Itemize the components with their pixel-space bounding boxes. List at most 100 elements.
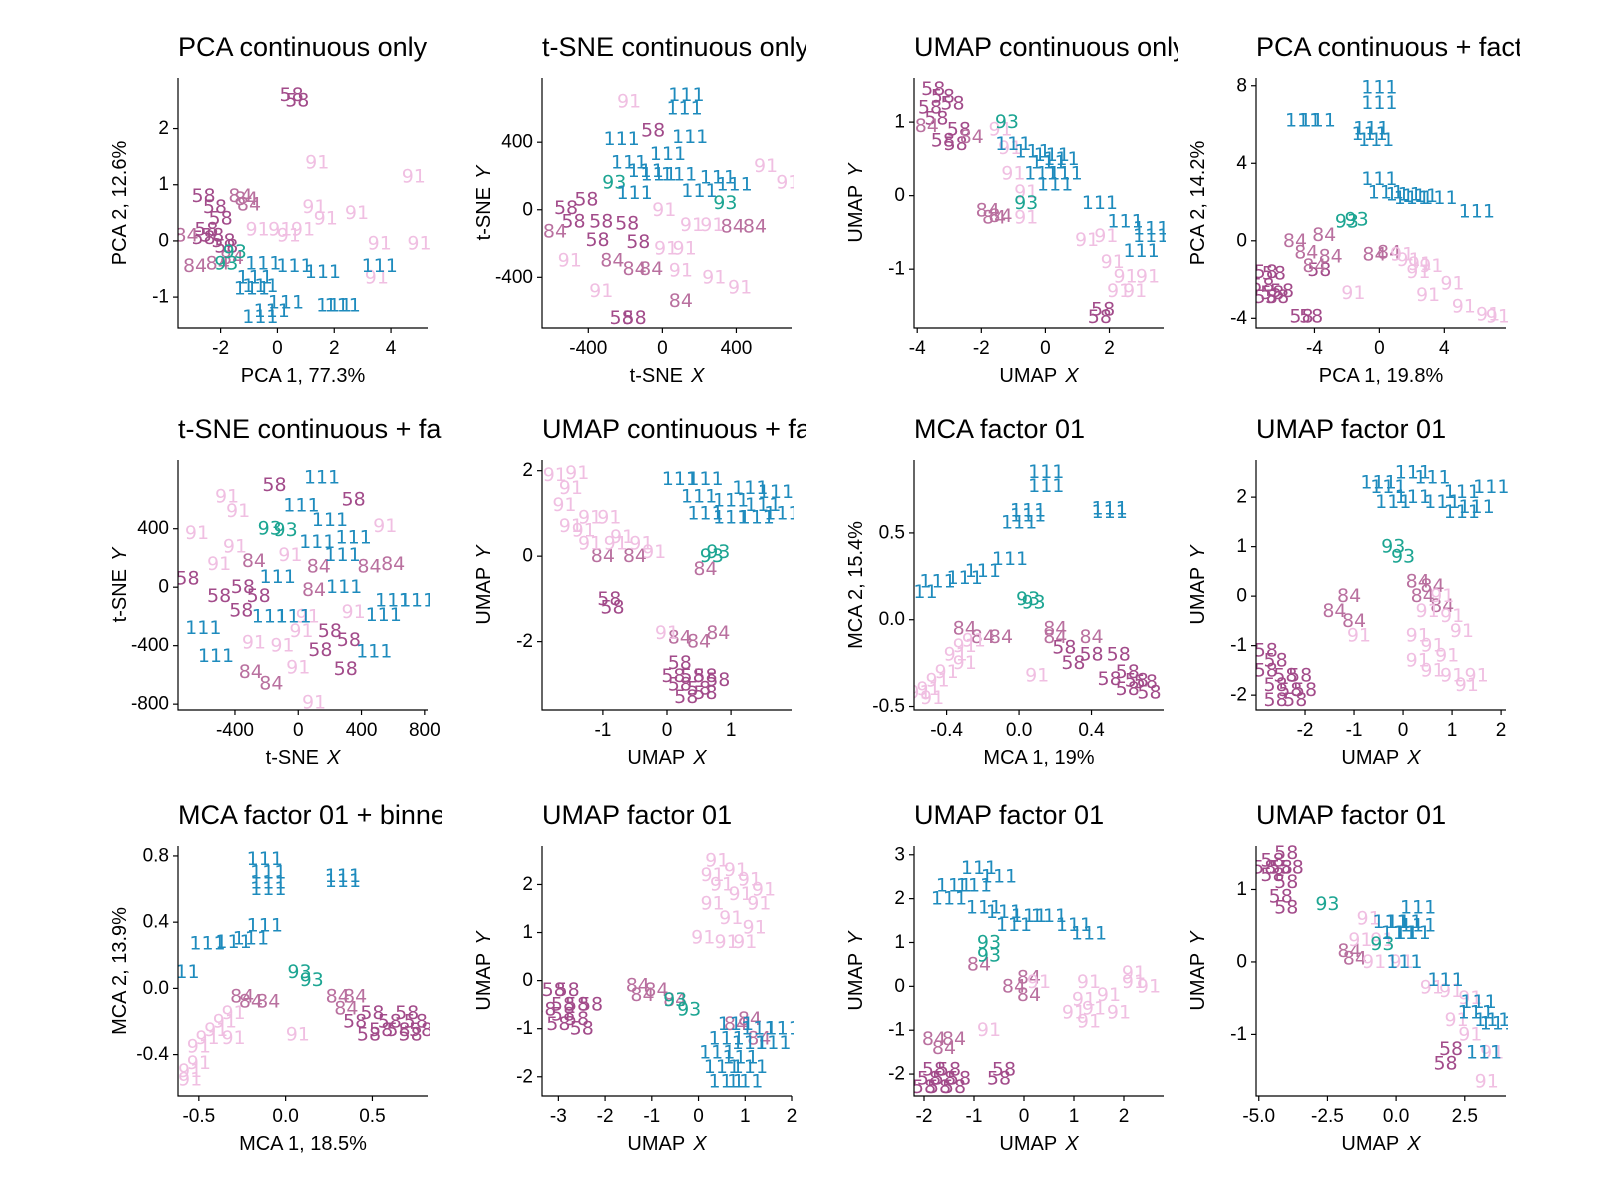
x-tick-label: -1 xyxy=(594,720,611,741)
y-tick-label: 0.0 xyxy=(143,978,169,999)
x-axis-label-text: UMAP xyxy=(1341,1133,1399,1155)
panel-title: UMAP factor 01 xyxy=(542,800,732,830)
x-tick-label: -4 xyxy=(909,338,926,359)
x-tick-label: 0 xyxy=(1398,720,1409,741)
point-label: 93 xyxy=(977,931,1001,953)
point-label: 58 xyxy=(600,596,624,618)
point-label: 111 xyxy=(1037,174,1073,196)
point-label: 84 xyxy=(669,290,693,312)
point-label: 111 xyxy=(1474,1009,1510,1031)
panel-title: UMAP factor 01 xyxy=(1256,800,1446,830)
point-label: 111 xyxy=(163,961,199,983)
y-tick-label: -0.4 xyxy=(136,1044,169,1065)
point-label: 91 xyxy=(977,1019,1001,1041)
x-tick-label: -2 xyxy=(973,338,990,359)
x-axis-label: PCA 1, 19.8% xyxy=(1319,365,1444,387)
point-label: 84 xyxy=(543,221,567,243)
point-label: 58 xyxy=(927,1076,951,1098)
point-label: 91 xyxy=(365,266,389,288)
panel-title: t-SNE continuous + factor 01 xyxy=(178,414,524,444)
point-label: 111 xyxy=(399,589,435,611)
x-tick-label: 2 xyxy=(1496,720,1507,741)
y-axis-label: UMAP Y xyxy=(1187,930,1209,1011)
point-label: 111 xyxy=(1107,210,1143,232)
point-label: 91 xyxy=(215,486,239,508)
point-label: 58 xyxy=(668,673,692,695)
point-label: 84 xyxy=(1337,940,1361,962)
point-label: 111 xyxy=(1285,110,1321,132)
point-label: 58 xyxy=(668,652,692,674)
point-label: 111 xyxy=(1056,914,1092,936)
point-label: 84 xyxy=(600,249,624,271)
point-label: 91 xyxy=(270,635,294,657)
point-label: 58 xyxy=(579,994,603,1016)
panel-title: PCA continuous + factor 01 xyxy=(1256,32,1584,62)
y-tick-label: -400 xyxy=(131,635,169,656)
point-label: 91 xyxy=(558,249,582,271)
point-label: 84 xyxy=(183,255,207,277)
point-label: 84 xyxy=(1337,585,1361,607)
point-label: 84 xyxy=(1377,241,1401,263)
point-label: 91 xyxy=(1476,303,1500,325)
point-label: 58 xyxy=(1273,664,1297,686)
point-label: 91 xyxy=(935,661,959,683)
point-label: 58 xyxy=(921,78,945,100)
point-label: 58 xyxy=(399,1024,423,1046)
x-axis-label: t-SNE X xyxy=(630,365,705,387)
point-label: 91 xyxy=(572,520,596,542)
y-tick-label: -2 xyxy=(516,1066,533,1087)
point-label: 84 xyxy=(1420,575,1444,597)
point-label: 91 xyxy=(1406,649,1430,671)
point-label: 58 xyxy=(175,567,199,589)
point-label: 111 xyxy=(1300,110,1336,132)
point-label: 111 xyxy=(1368,181,1404,203)
point-label: 84 xyxy=(1312,224,1336,246)
y-axis-label-text: UMAP xyxy=(845,185,867,243)
point-label: 58 xyxy=(1116,678,1140,700)
x-tick-label: 2 xyxy=(1104,338,1115,359)
point-label: 58 xyxy=(207,585,231,607)
point-label: 58 xyxy=(194,219,218,241)
point-label: 111 xyxy=(1394,187,1430,209)
point-label: 91 xyxy=(1062,1002,1086,1024)
point-label: 58 xyxy=(1061,652,1085,674)
x-axis-label: UMAP X xyxy=(999,365,1079,387)
point-label: 111 xyxy=(1028,475,1064,497)
x-axis-label-variable: X xyxy=(692,747,707,769)
point-label: 111 xyxy=(283,494,319,516)
point-label: 58 xyxy=(280,84,304,106)
y-tick-label: 0.4 xyxy=(143,912,170,933)
point-label: 91 xyxy=(700,214,724,236)
x-tick-label: 2 xyxy=(1119,1106,1130,1127)
point-label: 111 xyxy=(699,1042,735,1064)
point-label: 58 xyxy=(931,85,955,107)
point-label: 111 xyxy=(1031,905,1067,927)
point-label: 111 xyxy=(1381,922,1417,944)
panel-title: UMAP continuous only xyxy=(914,32,1187,62)
point-label: 91 xyxy=(1439,980,1463,1002)
point-label: 111 xyxy=(260,566,296,588)
y-axis-label: t-SNE Y xyxy=(473,164,495,240)
point-label: 58 xyxy=(992,1059,1016,1081)
y-axis-label-text: MCA 2, 15.4% xyxy=(845,521,867,649)
y-tick-label: 0 xyxy=(522,546,533,567)
point-label: 84 xyxy=(307,556,331,578)
point-label: 111 xyxy=(198,645,234,667)
point-label: 58 xyxy=(1254,640,1278,662)
point-label: 111 xyxy=(1458,496,1494,518)
point-label: 84 xyxy=(220,247,244,269)
point-label: 111 xyxy=(276,255,312,277)
point-label: 91 xyxy=(1440,664,1464,686)
point-label: 58 xyxy=(395,1002,419,1024)
point-label: 84 xyxy=(1043,617,1067,639)
x-axis-label-variable: X xyxy=(326,747,341,769)
point-label: 58 xyxy=(570,1018,594,1040)
point-label: 58 xyxy=(378,1010,402,1032)
point-label: 111 xyxy=(362,255,398,277)
point-label: 91 xyxy=(1072,989,1096,1011)
point-label: 111 xyxy=(739,507,775,529)
point-label: 111 xyxy=(727,1071,763,1093)
